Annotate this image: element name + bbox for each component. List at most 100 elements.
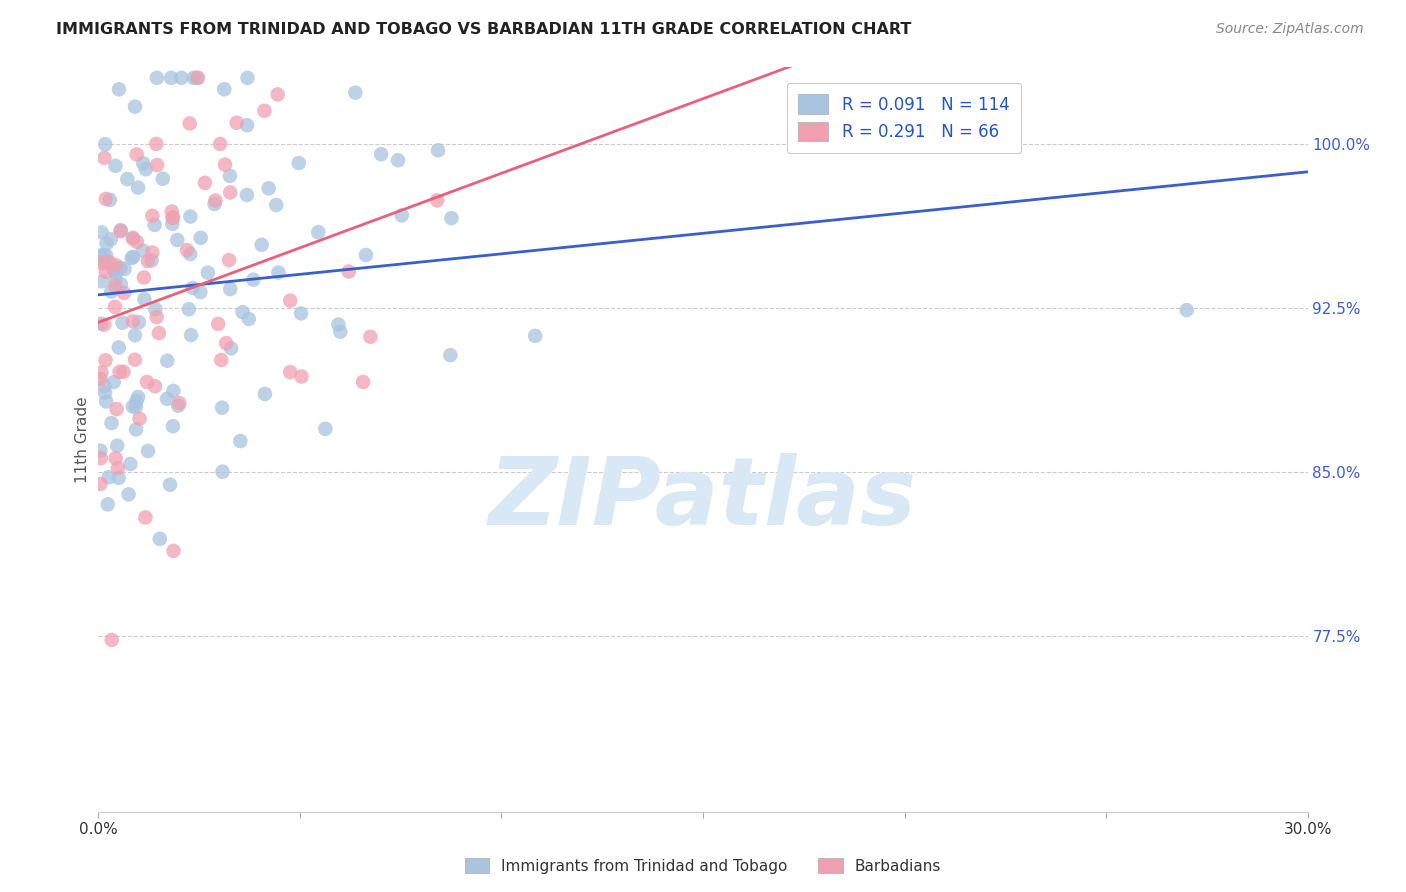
Point bbox=[207, 317, 229, 331]
Point bbox=[344, 86, 367, 100]
Point bbox=[135, 162, 157, 177]
Point bbox=[134, 292, 156, 306]
Point bbox=[89, 443, 111, 458]
Point bbox=[253, 387, 276, 401]
Point bbox=[225, 116, 247, 130]
Point bbox=[180, 328, 202, 343]
Point bbox=[98, 255, 121, 269]
Point bbox=[104, 258, 127, 272]
Point bbox=[103, 375, 125, 389]
Point bbox=[145, 302, 167, 317]
Point bbox=[125, 394, 148, 409]
Point bbox=[160, 70, 183, 85]
Point bbox=[290, 369, 312, 384]
Point bbox=[136, 375, 159, 389]
Point bbox=[214, 82, 236, 96]
Point bbox=[125, 400, 148, 414]
Point bbox=[359, 330, 381, 344]
Text: ZIPatlas: ZIPatlas bbox=[489, 453, 917, 545]
Point bbox=[94, 192, 117, 206]
Point bbox=[194, 176, 217, 190]
Point bbox=[96, 394, 118, 409]
Point bbox=[391, 208, 413, 222]
Point bbox=[177, 302, 200, 317]
Point bbox=[98, 193, 121, 207]
Y-axis label: 11th Grade: 11th Grade bbox=[75, 396, 90, 483]
Point bbox=[93, 151, 115, 165]
Point bbox=[204, 194, 226, 208]
Point bbox=[162, 384, 184, 398]
Point bbox=[146, 70, 169, 85]
Point bbox=[111, 316, 134, 330]
Point bbox=[288, 156, 311, 170]
Point bbox=[132, 270, 155, 285]
Text: Source: ZipAtlas.com: Source: ZipAtlas.com bbox=[1216, 22, 1364, 37]
Point bbox=[152, 171, 174, 186]
Point bbox=[132, 244, 155, 258]
Point bbox=[125, 235, 148, 249]
Point bbox=[209, 136, 232, 151]
Point bbox=[107, 461, 129, 475]
Legend: Immigrants from Trinidad and Tobago, Barbadians: Immigrants from Trinidad and Tobago, Bar… bbox=[458, 852, 948, 880]
Point bbox=[278, 293, 301, 308]
Point bbox=[93, 379, 115, 393]
Point bbox=[124, 100, 146, 114]
Point bbox=[197, 266, 219, 280]
Point bbox=[94, 385, 117, 400]
Point bbox=[236, 118, 259, 132]
Point bbox=[143, 218, 166, 232]
Point bbox=[108, 341, 131, 355]
Point bbox=[89, 372, 111, 386]
Point bbox=[370, 147, 392, 161]
Point bbox=[122, 400, 145, 414]
Point bbox=[112, 285, 135, 300]
Point bbox=[96, 236, 118, 251]
Point bbox=[236, 70, 259, 85]
Point bbox=[524, 329, 547, 343]
Point bbox=[204, 197, 226, 211]
Point bbox=[112, 365, 135, 379]
Point bbox=[125, 147, 148, 161]
Point bbox=[128, 411, 150, 425]
Point bbox=[149, 532, 172, 546]
Point bbox=[219, 169, 242, 183]
Point bbox=[176, 243, 198, 257]
Point bbox=[211, 465, 233, 479]
Point bbox=[170, 70, 193, 85]
Point bbox=[440, 211, 463, 226]
Point bbox=[229, 434, 252, 448]
Point bbox=[94, 353, 117, 368]
Point bbox=[105, 266, 128, 280]
Point bbox=[110, 223, 132, 237]
Point bbox=[166, 233, 188, 247]
Point bbox=[337, 264, 360, 278]
Point bbox=[136, 254, 159, 268]
Point bbox=[104, 159, 127, 173]
Point bbox=[179, 116, 201, 130]
Point bbox=[136, 444, 159, 458]
Point bbox=[328, 318, 350, 332]
Point bbox=[114, 262, 136, 277]
Point bbox=[314, 422, 336, 436]
Point bbox=[162, 211, 184, 225]
Point bbox=[236, 188, 259, 202]
Point bbox=[232, 305, 254, 319]
Point bbox=[94, 265, 117, 279]
Point bbox=[167, 399, 190, 413]
Point bbox=[427, 144, 450, 158]
Point bbox=[122, 250, 145, 264]
Point bbox=[146, 158, 169, 172]
Point bbox=[127, 180, 149, 194]
Point bbox=[387, 153, 409, 168]
Point bbox=[211, 401, 233, 415]
Point bbox=[242, 273, 264, 287]
Point bbox=[124, 352, 146, 367]
Point bbox=[162, 419, 184, 434]
Point bbox=[162, 217, 184, 231]
Point bbox=[100, 416, 122, 430]
Point bbox=[117, 487, 139, 501]
Point bbox=[121, 231, 143, 245]
Point bbox=[103, 263, 125, 277]
Point bbox=[108, 82, 131, 96]
Point bbox=[90, 226, 112, 240]
